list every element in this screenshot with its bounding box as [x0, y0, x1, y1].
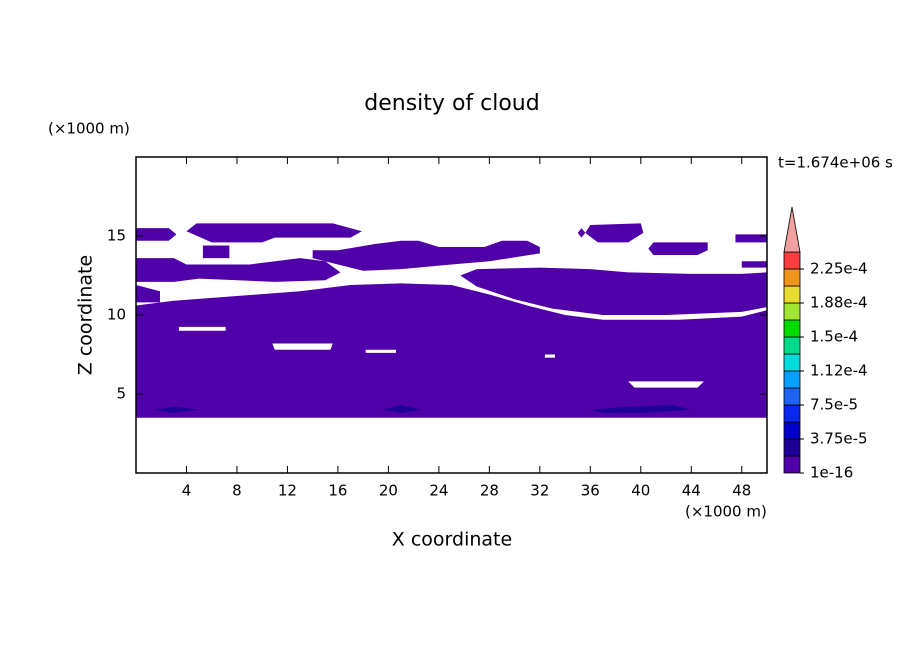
y-unit: (×1000 m)	[48, 120, 130, 138]
contour-region	[735, 234, 767, 243]
y-tick-label: 15	[107, 227, 126, 245]
contour-region	[312, 240, 540, 271]
x-tick-label: 28	[480, 482, 499, 500]
time-label: t=1.674e+06 s	[778, 154, 893, 172]
contour-region	[382, 405, 422, 413]
contour-region	[202, 245, 230, 259]
colorbar-segment	[783, 285, 801, 304]
contour-region	[460, 267, 767, 315]
colorbar-segment	[783, 319, 801, 338]
colorbar-label: 7.5e-5	[810, 396, 858, 414]
colorbar-segment	[783, 455, 801, 474]
y-tick-label: 10	[107, 306, 126, 324]
x-tick-label: 44	[682, 482, 701, 500]
colorbar-label: 2.25e-4	[810, 260, 868, 278]
x-tick-label: 24	[429, 482, 448, 500]
x-tick-label: 12	[278, 482, 297, 500]
x-tick-label: 36	[581, 482, 600, 500]
colorbar-segment	[783, 353, 801, 372]
contour-region	[136, 283, 767, 418]
contour-region	[648, 242, 708, 255]
colorbar-segment	[783, 404, 801, 423]
chart-title: density of cloud	[364, 91, 539, 116]
colorbar-label: 1.88e-4	[810, 294, 868, 312]
colorbar-label: 1.5e-4	[810, 328, 858, 346]
contour-gap	[272, 343, 333, 350]
contour-gap	[365, 349, 396, 353]
x-tick-label: 16	[328, 482, 347, 500]
x-tick-label: 8	[232, 482, 242, 500]
x-tick-label: 48	[732, 482, 751, 500]
x-tick-label: 20	[379, 482, 398, 500]
colorbar-label: 1.12e-4	[810, 362, 868, 380]
contour-region	[136, 228, 177, 241]
x-unit: (×1000 m)	[685, 503, 767, 521]
colorbar-segment	[783, 336, 801, 355]
contour-region	[136, 258, 341, 282]
contour-gap	[628, 381, 704, 388]
colorbar-segment	[783, 370, 801, 389]
y-axis-title: Z coordinate	[75, 255, 97, 375]
contour-region	[585, 223, 644, 243]
x-tick-label: 32	[530, 482, 549, 500]
x-tick-label: 4	[182, 482, 192, 500]
y-tick-label: 5	[116, 385, 126, 403]
colorbar-segment	[783, 302, 801, 321]
contour-gap	[178, 326, 226, 331]
contour-region	[186, 223, 362, 243]
contour-region	[741, 261, 767, 268]
x-tick-label: 40	[631, 482, 650, 500]
colorbar-segment	[783, 421, 801, 440]
contour-region	[590, 405, 692, 413]
colorbar-segment	[783, 438, 801, 457]
colorbar-label: 3.75e-5	[810, 430, 868, 448]
colorbar-segment	[783, 251, 801, 270]
colorbar-segment	[783, 387, 801, 406]
contour-region	[154, 406, 200, 413]
contour-gap	[544, 354, 555, 358]
colorbar-label: 1e-16	[810, 464, 853, 482]
x-axis-title: X coordinate	[392, 529, 512, 551]
colorbar-segment	[783, 268, 801, 287]
contour-region	[136, 284, 160, 303]
colorbar-extend	[783, 206, 801, 253]
contour-region	[577, 228, 586, 238]
